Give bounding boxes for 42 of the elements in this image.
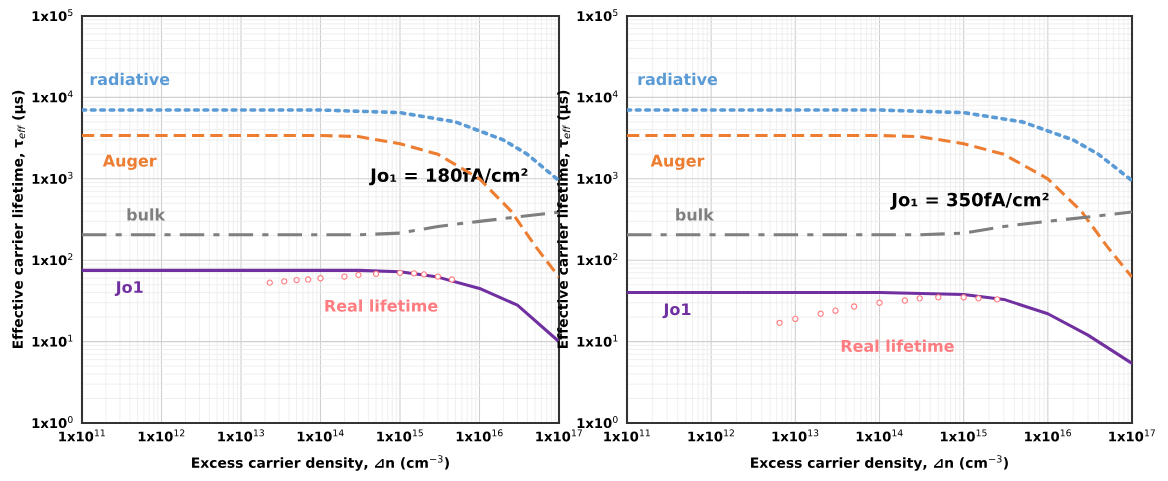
series-label: radiative: [90, 72, 170, 86]
x-tick-label: 1x10$^{11}$: [59, 429, 105, 442]
x-tick-label: 1x10$^{17}$: [536, 429, 582, 442]
x-tick-label: 1x10$^{13}$: [772, 429, 819, 442]
series-label: bulk: [676, 208, 715, 221]
x-tick-label: 1x10$^{17}$: [1109, 429, 1155, 442]
y-tick-label: 1x10$^{5}$: [32, 9, 73, 22]
series-label: Auger: [650, 154, 705, 170]
series-label: radiative: [638, 72, 718, 86]
series-label: Real lifetime: [325, 299, 438, 312]
x-tick-label: 1x10$^{15}$: [377, 429, 423, 442]
y-tick-label: 1x10$^{1}$: [577, 334, 618, 347]
x-tick-label: 1x10$^{14}$: [297, 429, 344, 442]
x-axis-title: Excess carrier density, ⊿n (cm$^{−3}$): [192, 455, 449, 471]
y-tick-label: 1x10$^{4}$: [32, 90, 73, 103]
series-label: Jo1: [114, 281, 143, 297]
annotation: Jo₁ = 180fA/cm²: [369, 168, 528, 186]
x-tick-label: 1x10$^{14}$: [856, 429, 903, 442]
y-tick-label: 1x10$^{3}$: [32, 171, 73, 184]
y-axis-title: Effective carrier lifetime, τ$_{eff}$ (μs): [12, 90, 26, 349]
y-tick-label: 1x10$^{2}$: [577, 253, 618, 266]
annotation: Jo₁ = 350fA/cm²: [890, 192, 1049, 210]
y-axis-title: Effective carrier lifetime, τ$_{eff}$ (μs): [557, 90, 571, 349]
x-tick-label: 1x10$^{12}$: [688, 429, 734, 442]
x-axis-title: Excess carrier density, ⊿n (cm$^{−3}$): [751, 455, 1008, 471]
y-tick-label: 1x10$^{0}$: [32, 416, 73, 429]
y-tick-label: 1x10$^{4}$: [577, 90, 618, 103]
x-tick-label: 1x10$^{12}$: [138, 429, 185, 442]
y-tick-label: 1x10$^{0}$: [577, 416, 618, 429]
y-tick-label: 1x10$^{2}$: [32, 253, 73, 266]
x-tick-label: 1x10$^{15}$: [940, 429, 987, 442]
y-tick-label: 1x10$^{3}$: [577, 171, 618, 184]
series-label: Auger: [102, 154, 157, 170]
x-tick-label: 1x10$^{13}$: [218, 429, 264, 442]
y-tick-label: 1x10$^{1}$: [32, 334, 73, 347]
x-tick-label: 1x10$^{16}$: [456, 429, 503, 442]
x-tick-label: 1x10$^{16}$: [1025, 429, 1071, 442]
series-label: Real lifetime: [841, 339, 954, 352]
x-tick-label: 1x10$^{11}$: [604, 429, 650, 442]
y-tick-label: 1x10$^{5}$: [577, 9, 618, 22]
series-label: Jo1: [662, 303, 691, 319]
series-label: bulk: [127, 208, 166, 221]
